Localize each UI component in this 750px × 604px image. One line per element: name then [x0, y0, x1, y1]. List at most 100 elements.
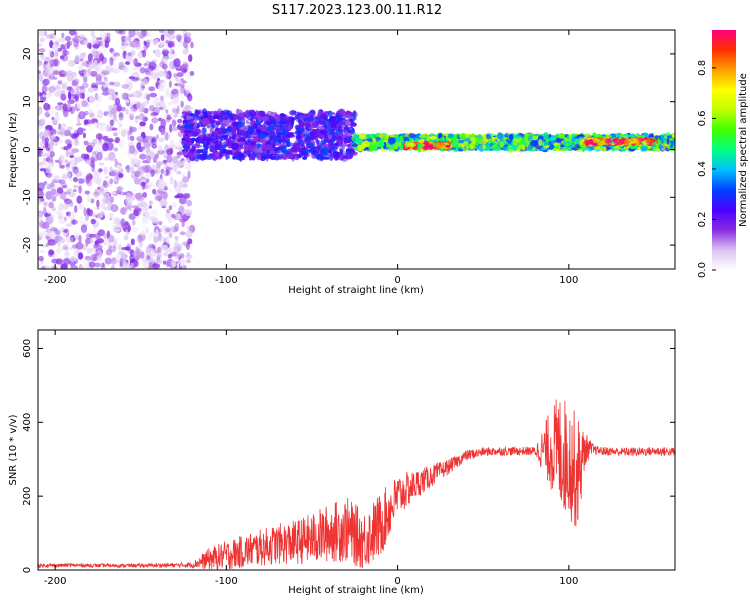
heatmap-cell	[129, 265, 134, 269]
heatmap-cell	[67, 171, 71, 180]
heatmap-cell	[110, 204, 119, 213]
heatmap-cell	[287, 132, 295, 135]
heatmap-cell	[84, 119, 92, 125]
heatmap-cell	[109, 166, 113, 173]
heatmap-cell	[158, 145, 164, 152]
heatmap-cell	[43, 102, 50, 111]
heatmap-cell	[78, 263, 83, 269]
heatmap-cell	[176, 151, 185, 156]
heatmap-cell	[221, 122, 230, 127]
heatmap-cell	[99, 125, 105, 132]
heatmap-cell	[38, 60, 43, 67]
heatmap-cell	[176, 105, 180, 114]
heatmap-cell	[116, 253, 120, 261]
heatmap-cell	[98, 53, 105, 62]
heatmap-cell	[41, 85, 48, 94]
heatmap-cell	[399, 135, 404, 140]
heatmap-cell	[186, 114, 190, 121]
heatmap-cell	[571, 137, 576, 142]
heatmap-cell	[159, 42, 164, 48]
heatmap-cell	[165, 169, 171, 176]
heatmap-cell	[57, 102, 64, 106]
heatmap-cell	[148, 73, 153, 80]
heatmap-cell	[178, 205, 185, 215]
heatmap-cell	[39, 250, 46, 253]
heatmap-cell	[166, 154, 173, 163]
heatmap-cell	[201, 117, 210, 126]
heatmap-cell	[126, 164, 131, 174]
heatmap-cell	[104, 175, 110, 180]
heatmap-cell	[104, 157, 110, 161]
heatmap-cell	[113, 177, 118, 182]
heatmap-cell	[194, 110, 202, 115]
heatmap-cell	[62, 244, 69, 250]
heatmap-cell	[184, 124, 192, 129]
heatmap-cell	[408, 133, 416, 139]
heatmap-cell	[68, 191, 76, 198]
heatmap-cell	[45, 190, 53, 200]
heatmap-cell	[334, 142, 339, 147]
heatmap-cell	[122, 261, 129, 269]
heatmap-cell	[53, 118, 59, 123]
heatmap-cell	[106, 111, 112, 115]
heatmap-cell	[52, 70, 60, 75]
heatmap-cell	[88, 62, 93, 71]
heatmap-cell	[150, 111, 158, 117]
heatmap-cell	[121, 84, 130, 89]
heatmap-cell	[67, 71, 72, 77]
heatmap-cell	[157, 259, 163, 264]
heatmap-cell	[58, 220, 65, 224]
heatmap-cell	[44, 141, 49, 148]
heatmap-cell	[54, 235, 63, 242]
heatmap-cell	[269, 149, 275, 155]
heatmap-cell	[67, 102, 71, 111]
heatmap-cell	[176, 152, 181, 159]
heatmap-cell	[327, 129, 333, 136]
heatmap-cell	[53, 136, 60, 143]
heatmap-cell	[189, 71, 195, 76]
heatmap-cell	[72, 219, 76, 225]
heatmap-cell	[93, 253, 99, 257]
heatmap-cell	[51, 116, 55, 120]
heatmap-cell	[177, 118, 183, 124]
heatmap-cell	[142, 216, 148, 223]
heatmap-cell	[163, 186, 168, 191]
heatmap-cell	[48, 145, 54, 153]
heatmap-cell	[179, 160, 187, 164]
heatmap-cell	[38, 212, 42, 217]
heatmap-cell	[149, 92, 158, 98]
heatmap-cell	[179, 180, 185, 188]
heatmap-cell	[245, 114, 251, 118]
heatmap-cell	[127, 52, 132, 57]
heatmap-cell	[131, 226, 139, 233]
heatmap-cell	[349, 112, 354, 117]
heatmap-cell	[125, 196, 133, 206]
heatmap-cell	[154, 190, 163, 199]
heatmap-cell	[156, 248, 163, 258]
heatmap-cell	[147, 232, 153, 241]
heatmap-cell	[295, 134, 301, 140]
heatmap-cell	[77, 178, 85, 184]
heatmap-cell	[96, 37, 103, 41]
heatmap-cell	[250, 134, 258, 137]
heatmap-cell	[281, 123, 289, 127]
heatmap-cell	[90, 160, 96, 168]
heatmap-cell	[38, 142, 41, 147]
heatmap-cell	[129, 113, 134, 121]
heatmap-cell	[110, 169, 118, 177]
heatmap-cell	[138, 200, 143, 205]
heatmap-cell	[460, 134, 466, 141]
heatmap-cell	[60, 154, 65, 161]
heatmap-cell	[226, 154, 230, 160]
heatmap-cell	[120, 207, 127, 215]
heatmap-cell	[95, 133, 103, 140]
heatmap-cell	[165, 109, 169, 114]
heatmap-cell	[270, 131, 275, 136]
heatmap-cell	[118, 250, 125, 256]
heatmap-cell	[252, 153, 256, 161]
heatmap-cell	[165, 227, 171, 233]
heatmap-cell	[214, 130, 219, 135]
heatmap-cell	[489, 142, 494, 147]
heatmap-cell	[116, 105, 123, 112]
heatmap-cell	[112, 68, 120, 74]
